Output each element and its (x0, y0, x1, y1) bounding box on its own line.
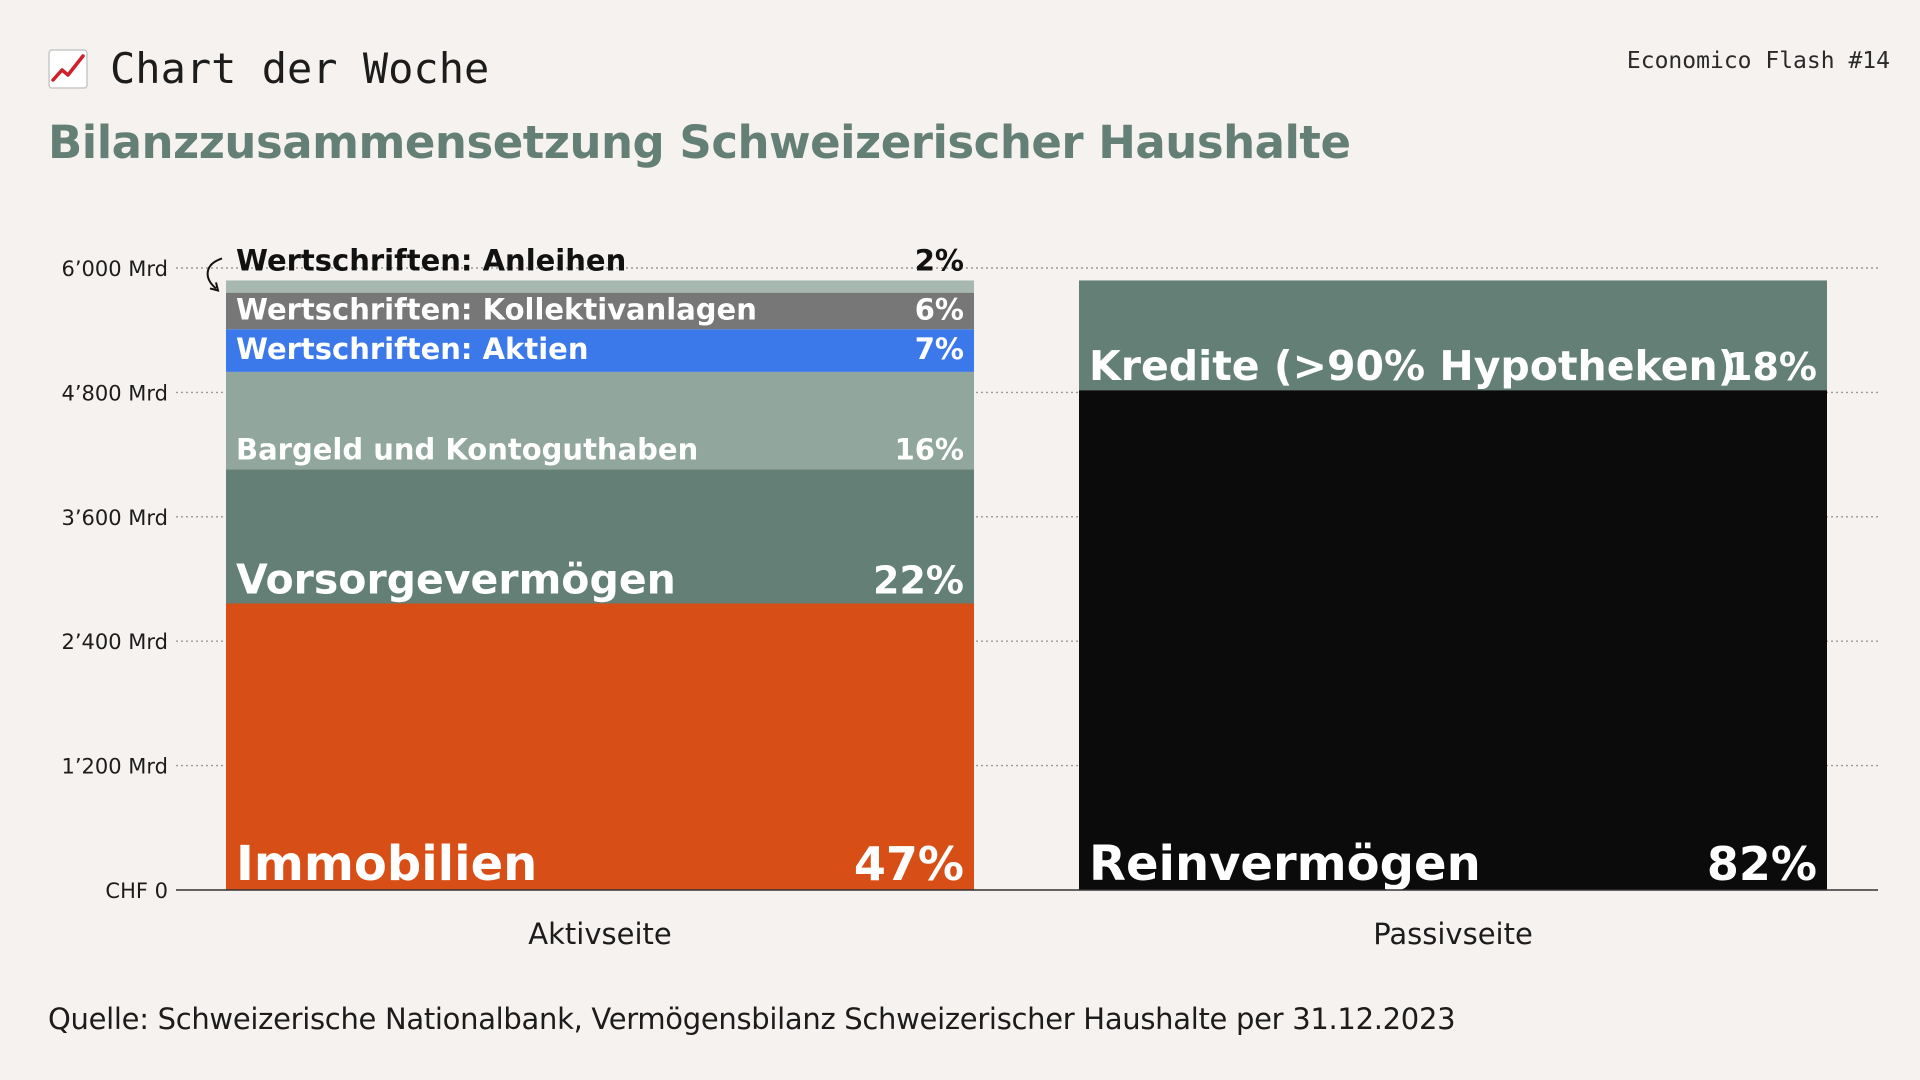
issue-label: Economico Flash #14 (1626, 48, 1890, 74)
y-tick-label: 2’400 Mrd (61, 630, 168, 654)
x-category-label: Aktivseite (528, 917, 671, 951)
segment-label: Kredite (>90% Hypotheken) (1089, 342, 1736, 390)
kicker: Chart der Woche (48, 44, 489, 93)
segment-value-label: 18% (1726, 345, 1817, 389)
bar-segment (226, 280, 974, 293)
segment-value-label: 16% (895, 432, 964, 466)
bar-segment (226, 469, 974, 604)
segment-value-label: 82% (1707, 837, 1817, 891)
segment-label: Bargeld und Kontoguthaben (236, 432, 698, 466)
y-tick-label: 6’000 Mrd (61, 257, 168, 281)
segment-label: Wertschriften: Aktien (236, 332, 588, 366)
label-pointer-arrow (206, 257, 223, 290)
segment-label: Vorsorgevermögen (236, 556, 676, 604)
y-tick-label: 4’800 Mrd (61, 381, 168, 405)
segment-label: Reinvermögen (1089, 836, 1481, 892)
x-category-label: Passivseite (1373, 917, 1533, 951)
chart-title: Bilanzzusammensetzung Schweizerischer Ha… (48, 116, 1351, 169)
segment-value-label: 22% (873, 559, 964, 603)
segment-value-label: 47% (854, 837, 964, 891)
y-tick-label: 1’200 Mrd (61, 755, 168, 779)
segment-label: Wertschriften: Kollektivanlagen (236, 292, 757, 326)
y-tick-label: CHF 0 (105, 879, 168, 903)
bar-segment (226, 371, 974, 470)
bar-segment (226, 329, 974, 372)
chart-increasing-icon (48, 48, 88, 89)
stacked-bar-chart: CHF 0 1’200 Mrd 2’400 Mrd 3’600 Mrd 4’800 Mr… (61, 243, 1878, 951)
segment-value-label: 6% (915, 292, 964, 326)
segment-label: Immobilien (236, 836, 537, 892)
bar-segment (226, 292, 974, 330)
y-tick-label: 3’600 Mrd (61, 506, 168, 530)
segment-label: Wertschriften: Anleihen (236, 243, 626, 277)
source-note: Quelle: Schweizerische Nationalbank, Ver… (48, 1002, 1456, 1036)
segment-value-label: 7% (915, 332, 964, 366)
kicker-label: Chart der Woche (110, 44, 490, 93)
label-pointer-arrowhead (209, 282, 220, 292)
bar-segment (1079, 280, 1827, 391)
bar-segment (226, 603, 974, 890)
bar-segment (1079, 390, 1827, 890)
segment-value-label: 2% (915, 243, 964, 277)
